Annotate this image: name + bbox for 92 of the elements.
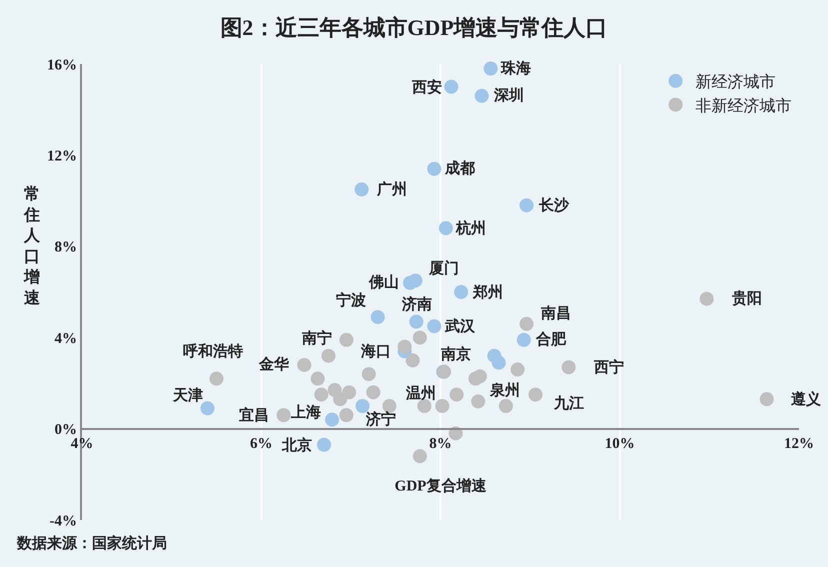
y-tick-label: 4% xyxy=(54,330,77,347)
annotation: 厦门 xyxy=(428,259,459,277)
point xyxy=(342,385,356,400)
y-tick-label: 0% xyxy=(54,422,77,438)
annotation: 北京 xyxy=(281,436,312,454)
annotation: 郑州 xyxy=(472,284,503,301)
point xyxy=(760,392,774,406)
point xyxy=(362,367,376,382)
annotation: 金华 xyxy=(258,356,290,373)
annotation: 武汉 xyxy=(444,318,476,335)
annotation: 合肥 xyxy=(535,331,567,348)
legend-label: 非新经济城市 xyxy=(696,96,792,115)
y-axis-title: 常住人口增速 xyxy=(23,185,41,307)
point xyxy=(438,221,453,236)
annotation: 海口 xyxy=(360,343,391,360)
point xyxy=(520,198,534,212)
x-tick-label: 6% xyxy=(250,436,272,452)
point xyxy=(427,162,442,176)
annotation: 贵阳 xyxy=(731,290,762,307)
point xyxy=(444,80,458,94)
y-tick-label: 16% xyxy=(47,57,77,74)
point xyxy=(339,332,354,347)
source-note: 数据来源：国家统计局 xyxy=(16,534,167,552)
y-tick-label: 8% xyxy=(54,240,77,256)
annotation: 遵义 xyxy=(791,390,822,408)
point xyxy=(297,358,312,372)
point xyxy=(314,388,328,402)
annotation: 济宁 xyxy=(365,410,396,428)
annotation: 上海 xyxy=(290,404,321,421)
annotation: 九江 xyxy=(553,395,584,412)
chart-title: 图2：近三年各城市GDP增速与常住人口 xyxy=(220,15,608,40)
point xyxy=(454,285,468,299)
annotation: 佛山 xyxy=(368,274,399,291)
legend-label: 新经济城市 xyxy=(696,73,776,92)
x-tick-label: 10% xyxy=(604,436,635,452)
annotation: 西宁 xyxy=(593,358,624,376)
x-tick-label: 12% xyxy=(784,436,814,452)
annotation: 南宁 xyxy=(301,329,332,347)
point xyxy=(310,372,325,386)
annotation: 珠海 xyxy=(500,60,531,77)
annotation: 宜昌 xyxy=(239,406,269,424)
annotation: 广州 xyxy=(376,180,407,198)
point xyxy=(321,348,336,363)
point xyxy=(484,62,498,76)
point xyxy=(356,399,370,413)
point xyxy=(366,385,380,400)
point xyxy=(427,319,442,334)
annotation: 南京 xyxy=(440,345,471,363)
x-tick-label: 4% xyxy=(70,436,94,452)
annotation: 呼和浩特 xyxy=(183,343,243,360)
point xyxy=(472,369,487,384)
point xyxy=(474,88,489,103)
annotation: 深圳 xyxy=(493,87,524,104)
point xyxy=(562,360,576,374)
point xyxy=(209,372,224,386)
annotation: 泉州 xyxy=(489,382,520,399)
annotation: 成都 xyxy=(444,160,475,177)
y-tick-label: 12% xyxy=(47,148,77,164)
point xyxy=(516,332,531,347)
annotation: 济南 xyxy=(401,295,432,313)
annotation: 天津 xyxy=(172,387,203,404)
point xyxy=(276,408,291,422)
point xyxy=(409,314,424,329)
annotation: 杭州 xyxy=(455,219,486,237)
point xyxy=(471,394,486,408)
point xyxy=(498,399,513,413)
y-tick-label: -4% xyxy=(50,513,77,530)
point xyxy=(700,292,714,306)
point xyxy=(412,449,427,464)
x-tick-label: 8% xyxy=(429,436,452,452)
annotation: 长沙 xyxy=(538,197,570,214)
point xyxy=(339,408,354,422)
annotation: 西安 xyxy=(411,78,442,96)
point xyxy=(528,388,542,402)
point xyxy=(520,316,534,331)
point xyxy=(316,438,331,452)
point xyxy=(200,401,214,416)
point xyxy=(510,362,525,377)
x-axis-title: GDP复合增速 xyxy=(394,477,488,494)
point xyxy=(325,412,340,427)
point xyxy=(412,330,427,345)
point xyxy=(492,356,506,370)
point xyxy=(406,353,420,368)
point xyxy=(398,340,412,354)
point xyxy=(370,310,385,324)
point xyxy=(408,274,422,288)
annotation: 宁波 xyxy=(336,291,366,309)
point xyxy=(450,388,464,402)
point xyxy=(435,399,450,413)
annotation: 南昌 xyxy=(540,305,571,322)
point xyxy=(354,182,369,196)
annotation: 温州 xyxy=(405,385,436,402)
